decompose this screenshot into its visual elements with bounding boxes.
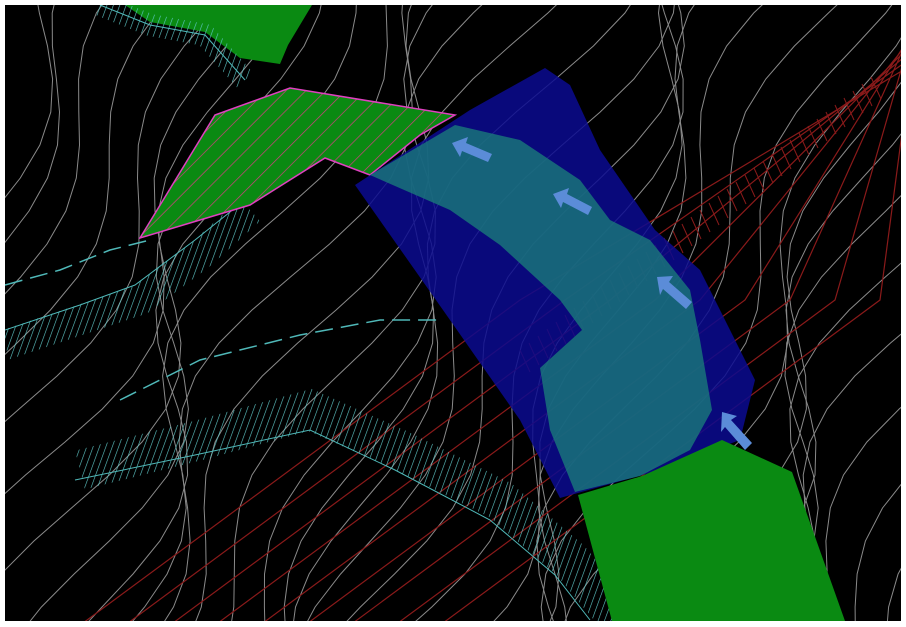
dashed-line-mid [119,319,440,401]
red-tick [825,111,837,135]
contour-line [88,5,357,621]
contour-line [231,5,436,621]
arrow [657,276,692,309]
red-tick [843,97,855,121]
dashed-line-left [5,239,151,286]
green-hatched-area [138,87,458,240]
red-tick [798,132,810,156]
contour-line [195,5,430,621]
contour-line [263,5,483,621]
red-line [444,135,901,621]
contour-line [5,5,103,295]
red-tick [807,125,819,149]
red-tick [744,174,756,198]
red-tick [771,153,783,177]
red-tick [789,139,801,163]
slope-hatch-left [5,198,261,360]
red-tick [672,230,684,254]
red-tick [852,90,864,114]
arrow [721,412,752,450]
contour-line [760,194,901,621]
contour-line [5,5,166,355]
red-tick [681,223,693,247]
red-tick [717,195,729,219]
red-tick [816,118,828,142]
green-area-bottom [578,440,845,621]
slope-edge-left [5,199,246,331]
teal-area [370,125,712,492]
red-tick [834,104,846,128]
contour-line [5,5,291,571]
contour-line [164,5,413,621]
slope-edge-bottom [74,429,591,621]
red-tick [735,181,747,205]
arrow [452,137,492,162]
contour-line [29,5,322,621]
contour-line [132,5,388,621]
slope-edge-top [99,5,246,81]
red-tick [762,160,774,184]
red-tick [708,202,720,226]
contour-line [540,5,893,621]
contour-line [854,483,901,621]
red-tick [699,209,711,233]
flow-arrows [452,137,752,450]
contour-line [789,262,901,621]
contour-line [5,5,61,244]
red-tick [690,216,702,240]
contour-line [5,5,54,199]
red-tick [870,76,882,100]
red-tick [726,188,738,212]
red-line [309,49,901,621]
red-tick [780,146,792,170]
red-tick [861,83,873,107]
contour-line [825,406,901,621]
slope-hatch-bottom [75,388,636,621]
red-tick [753,167,765,191]
red-line [354,52,901,621]
arrow [553,188,592,215]
